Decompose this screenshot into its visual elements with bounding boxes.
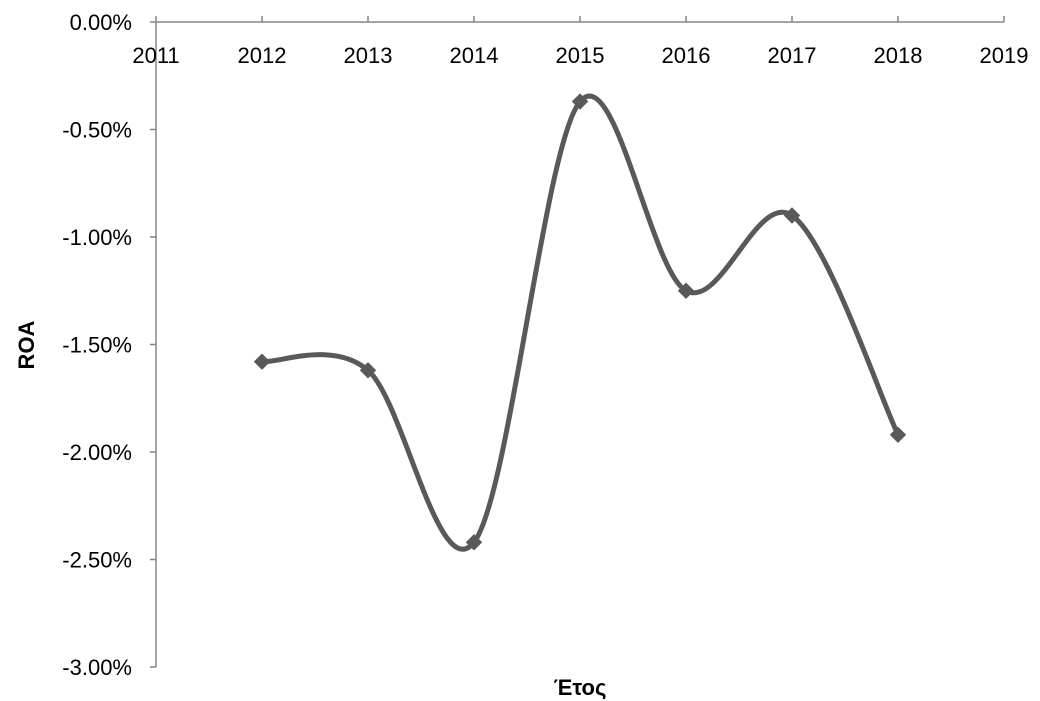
x-tick-label: 2012 [238, 43, 287, 68]
y-tick-label: -3.00% [62, 655, 132, 680]
x-tick-label: 2019 [980, 43, 1029, 68]
data-point-marker [253, 353, 271, 370]
axes: 2011 2012 2013 2014 2015 2016 2017 2018 2019 0.00… [62, 10, 1028, 680]
data-point-marker [889, 426, 907, 444]
x-tick-label: 2017 [768, 43, 817, 68]
y-tick-label: 0.00% [70, 10, 132, 35]
x-tick-label: 2011 [132, 43, 179, 68]
y-tick-label: -1.50% [62, 333, 132, 358]
data-point-marker [465, 534, 483, 551]
y-axis-title: ROA [14, 320, 39, 369]
markers-layer [253, 93, 907, 551]
x-tick-label: 2016 [662, 43, 711, 68]
x-axis-title: Έτος [554, 675, 607, 700]
y-tick-label: -2.50% [62, 548, 132, 573]
x-tick-label: 2015 [556, 43, 605, 68]
series-layer [259, 93, 901, 552]
x-tick-label: 2014 [450, 43, 499, 68]
data-point-marker [359, 362, 377, 379]
data-point-marker [783, 207, 801, 224]
data-point-marker [571, 93, 589, 110]
data-point-marker [677, 282, 695, 299]
x-tick-label: 2018 [874, 43, 923, 68]
y-tick-label: -0.50% [62, 118, 132, 143]
x-tick-label: 2013 [344, 43, 393, 68]
y-tick-label: -2.00% [62, 440, 132, 465]
series-line [259, 93, 901, 552]
y-tick-label: -1.00% [62, 225, 132, 250]
